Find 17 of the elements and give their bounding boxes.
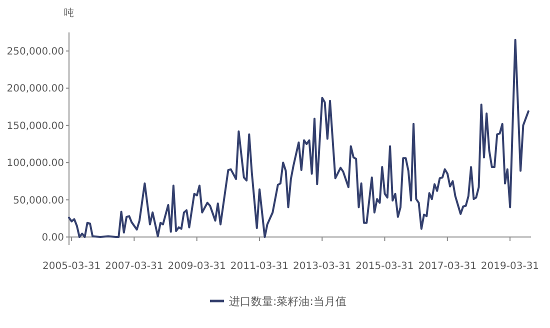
y-tick-label: 50,000.00: [13, 195, 64, 206]
y-tick-label: 250,000.00: [6, 46, 64, 58]
x-tick-label: 2013-03-31: [293, 261, 352, 272]
x-tick-label: 2009-03-31: [168, 261, 226, 272]
x-tick-label: 2015-03-31: [356, 261, 414, 272]
x-tick-label: 2019-03-31: [480, 261, 540, 272]
legend-label: 进口数量:菜籽油:当月值: [229, 295, 346, 308]
y-tick-label: 0.00: [42, 232, 64, 244]
x-tick-label: 2017-03-31: [418, 261, 476, 272]
x-tick-label: 2007-03-31: [105, 261, 164, 272]
y-axis-title: 吨: [64, 7, 74, 19]
line-series: [68, 38, 530, 238]
y-tick-label: 150,000.00: [6, 120, 64, 132]
y-tick-label: 100,000.00: [6, 158, 64, 170]
x-tick-label: 2005-03-31: [42, 261, 101, 272]
x-tick-label: 2011-03-31: [230, 261, 289, 272]
y-tick-label: 200,000.00: [6, 84, 64, 95]
